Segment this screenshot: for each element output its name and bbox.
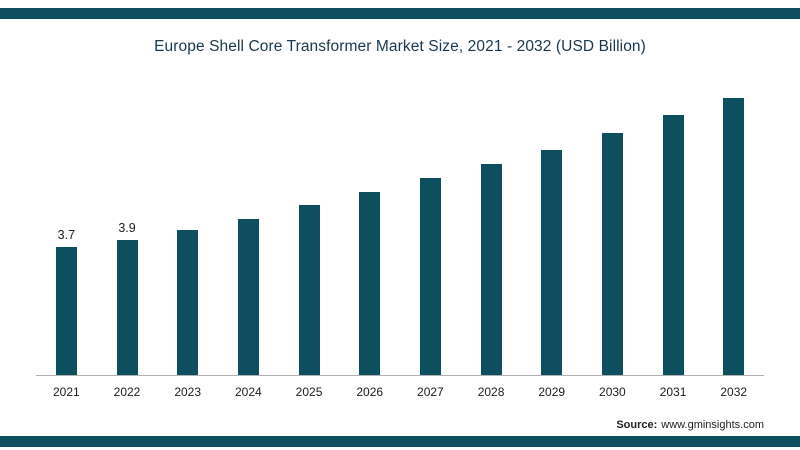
bar-2027 xyxy=(419,178,441,375)
bar-group-2028 xyxy=(461,164,522,375)
bar-2029 xyxy=(541,150,563,375)
bar-group-2031 xyxy=(643,115,704,375)
x-tick-2024: 2024 xyxy=(235,385,262,399)
x-tick-2030: 2030 xyxy=(599,385,626,399)
bar-group-2032 xyxy=(703,98,764,375)
bar-2021 xyxy=(55,247,77,375)
bar-group-2022: 3.9 xyxy=(97,221,158,375)
bar-2023 xyxy=(177,230,199,375)
top-accent-bar xyxy=(0,8,800,19)
bar-group-2023 xyxy=(157,230,218,375)
bar-value-label-2022: 3.9 xyxy=(118,221,136,235)
bar-2025 xyxy=(298,205,320,375)
x-tick-2032: 2032 xyxy=(720,385,748,399)
chart-title: Europe Shell Core Transformer Market Siz… xyxy=(154,38,646,55)
bar-group-2024 xyxy=(218,219,279,375)
bar-chart-plot: 3.7 3.9 xyxy=(36,63,764,376)
bar-2030 xyxy=(601,133,623,375)
bar-2031 xyxy=(662,115,684,375)
bar-2026 xyxy=(359,192,381,375)
source-text: Source: www.gminsights.com xyxy=(616,419,764,431)
x-tick-2031: 2031 xyxy=(659,385,687,399)
x-tick-2026: 2026 xyxy=(356,385,384,399)
bar-2028 xyxy=(480,164,502,375)
bar-2032 xyxy=(723,98,745,375)
source-url[interactable]: www.gminsights.com xyxy=(661,419,764,431)
x-axis-labels: 2021 2022 2023 2024 2025 2026 2027 2028 2029 2030… xyxy=(36,376,764,399)
x-tick-2027: 2027 xyxy=(417,385,444,399)
x-tick-2023: 2023 xyxy=(174,385,202,399)
x-tick-2021: 2021 xyxy=(52,385,80,399)
x-tick-2029: 2029 xyxy=(538,385,566,399)
bar-group-2029 xyxy=(521,150,582,375)
bar-group-2026 xyxy=(339,192,400,375)
bar-group-2021: 3.7 xyxy=(36,228,97,375)
bar-value-label-2021: 3.7 xyxy=(57,228,76,242)
x-tick-2028: 2028 xyxy=(477,385,505,399)
bar-group-2025 xyxy=(279,205,340,375)
x-tick-2022: 2022 xyxy=(113,385,141,399)
bar-group-2027 xyxy=(400,178,461,375)
x-tick-2025: 2025 xyxy=(295,385,323,399)
source-prefix: Source: xyxy=(616,419,658,431)
bottom-accent-bar xyxy=(0,436,800,447)
bar-2022 xyxy=(116,240,138,375)
bar-2024 xyxy=(237,219,259,375)
bar-group-2030 xyxy=(582,133,643,375)
